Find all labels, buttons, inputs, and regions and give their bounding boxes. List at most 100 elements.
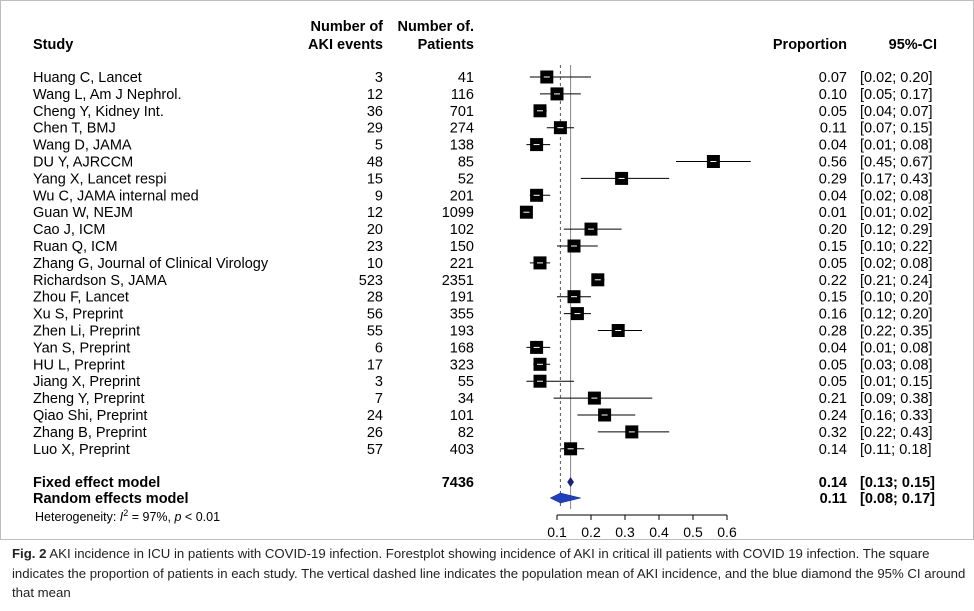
random-effects-label: Random effects model: [33, 491, 189, 507]
study-events: 23: [367, 239, 383, 255]
study-proportion: 0.05: [819, 104, 847, 120]
study-patients: 191: [450, 290, 474, 306]
fixed-effect-label: Fixed effect model: [33, 475, 160, 491]
study-patients: 403: [450, 442, 474, 458]
fixed-effect-proportion: 0.14: [819, 475, 847, 491]
study-proportion: 0.56: [819, 155, 847, 171]
study-name: Chen T, BMJ: [33, 121, 116, 137]
study-patients: 82: [458, 425, 474, 441]
study-ci: [0.01; 0.15]: [860, 374, 933, 390]
study-name: Luo X, Preprint: [33, 442, 130, 458]
study-events: 6: [375, 340, 383, 356]
study-events: 17: [367, 357, 383, 373]
heterogeneity-part: I: [120, 510, 124, 524]
header-events-line1: Number of: [311, 19, 384, 35]
study-events: 7: [375, 391, 383, 407]
study-name: Guan W, NEJM: [33, 205, 133, 221]
study-name: Ruan Q, ICM: [33, 239, 118, 255]
study-events: 20: [367, 222, 383, 238]
study-patients: 150: [450, 239, 474, 255]
heterogeneity-part: < 0.01: [181, 510, 220, 524]
study-patients: 116: [451, 87, 474, 103]
study-name: Wang L, Am J Nephrol.: [33, 87, 182, 103]
study-name: HU L, Preprint: [33, 357, 125, 373]
study-name: Richardson S, JAMA: [33, 273, 167, 289]
study-ci: [0.21; 0.24]: [860, 273, 933, 289]
study-patients: 55: [458, 374, 474, 390]
study-proportion: 0.16: [819, 307, 847, 323]
study-ci: [0.01; 0.02]: [860, 205, 933, 221]
study-patients: 34: [458, 391, 474, 407]
study-name: Yang X, Lancet respi: [33, 171, 167, 187]
study-proportion: 0.22: [819, 273, 847, 289]
study-name: Zhen Li, Preprint: [33, 324, 140, 340]
study-ci: [0.02; 0.08]: [860, 256, 933, 272]
study-events: 3: [375, 374, 383, 390]
study-patients: 41: [458, 70, 474, 86]
study-patients: 193: [450, 324, 474, 340]
study-events: 55: [367, 324, 383, 340]
study-events: 523: [359, 273, 383, 289]
study-name: Wang D, JAMA: [33, 138, 132, 154]
study-patients: 102: [450, 222, 474, 238]
study-proportion: 0.21: [819, 391, 847, 407]
header-proportion: Proportion: [773, 37, 847, 53]
study-ci: [0.03; 0.08]: [860, 357, 933, 373]
study-name: Yan S, Preprint: [33, 340, 130, 356]
caption-text: AKI incidence in ICU in patients with CO…: [12, 546, 966, 600]
study-patients: 201: [450, 188, 474, 204]
study-ci: [0.01; 0.08]: [860, 138, 933, 154]
study-ci: [0.17; 0.43]: [860, 171, 933, 187]
study-proportion: 0.15: [819, 290, 847, 306]
random-effects-diamond: [549, 492, 581, 504]
header-events-line2: AKI events: [308, 37, 383, 53]
study-patients: 221: [450, 256, 474, 272]
study-ci: [0.10; 0.22]: [860, 239, 933, 255]
study-events: 36: [367, 104, 383, 120]
figure-caption: Fig. 2 AKI incidence in ICU in patients …: [12, 544, 967, 603]
study-events: 29: [367, 121, 383, 137]
heterogeneity-text: Heterogeneity: I2 = 97%, p < 0.01: [35, 508, 220, 524]
study-ci: [0.11; 0.18]: [860, 442, 931, 458]
study-proportion: 0.14: [819, 442, 847, 458]
study-events: 24: [367, 408, 383, 424]
study-proportion: 0.04: [819, 188, 847, 204]
forest-plot: Study Number of AKI events Number of. Patien…: [33, 19, 937, 539]
study-patients: 52: [458, 171, 474, 187]
fixed-effect-diamond: [567, 477, 574, 487]
study-events: 12: [367, 205, 383, 221]
header-patients-line2: Patients: [418, 37, 474, 53]
x-axis-tick-label: 0.4: [649, 524, 669, 539]
study-proportion: 0.24: [819, 408, 847, 424]
study-name: Huang C, Lancet: [33, 70, 142, 86]
study-proportion: 0.10: [819, 87, 847, 103]
study-events: 15: [367, 171, 383, 187]
x-axis-tick-label: 0.3: [615, 524, 635, 539]
header-study: Study: [33, 37, 73, 53]
study-ci: [0.45; 0.67]: [860, 155, 933, 171]
study-proportion: 0.32: [819, 425, 847, 441]
study-ci: [0.22; 0.43]: [860, 425, 933, 441]
study-events: 48: [367, 155, 383, 171]
study-patients: 274: [450, 121, 474, 137]
header-patients-line1: Number of.: [397, 19, 474, 35]
study-ci: [0.02; 0.20]: [860, 70, 933, 86]
random-effects-ci: [0.08; 0.17]: [860, 491, 935, 507]
x-axis-tick-label: 0.2: [581, 524, 601, 539]
study-proportion: 0.05: [819, 374, 847, 390]
study-name: DU Y, AJRCCM: [33, 155, 133, 171]
study-events: 10: [367, 256, 383, 272]
study-events: 57: [367, 442, 383, 458]
study-name: Zhang B, Preprint: [33, 425, 147, 441]
figure-number: Fig. 2: [12, 546, 47, 561]
header-ci: 95%-CI: [889, 37, 937, 53]
study-ci: [0.05; 0.17]: [860, 87, 933, 103]
study-patients: 138: [450, 138, 474, 154]
study-events: 5: [375, 138, 383, 154]
heterogeneity-part: = 97%,: [128, 510, 174, 524]
study-patients: 85: [458, 155, 474, 171]
study-patients: 2351: [442, 273, 474, 289]
study-proportion: 0.04: [819, 138, 847, 154]
study-patients: 1099: [442, 205, 474, 221]
study-ci: [0.10; 0.20]: [860, 290, 933, 306]
